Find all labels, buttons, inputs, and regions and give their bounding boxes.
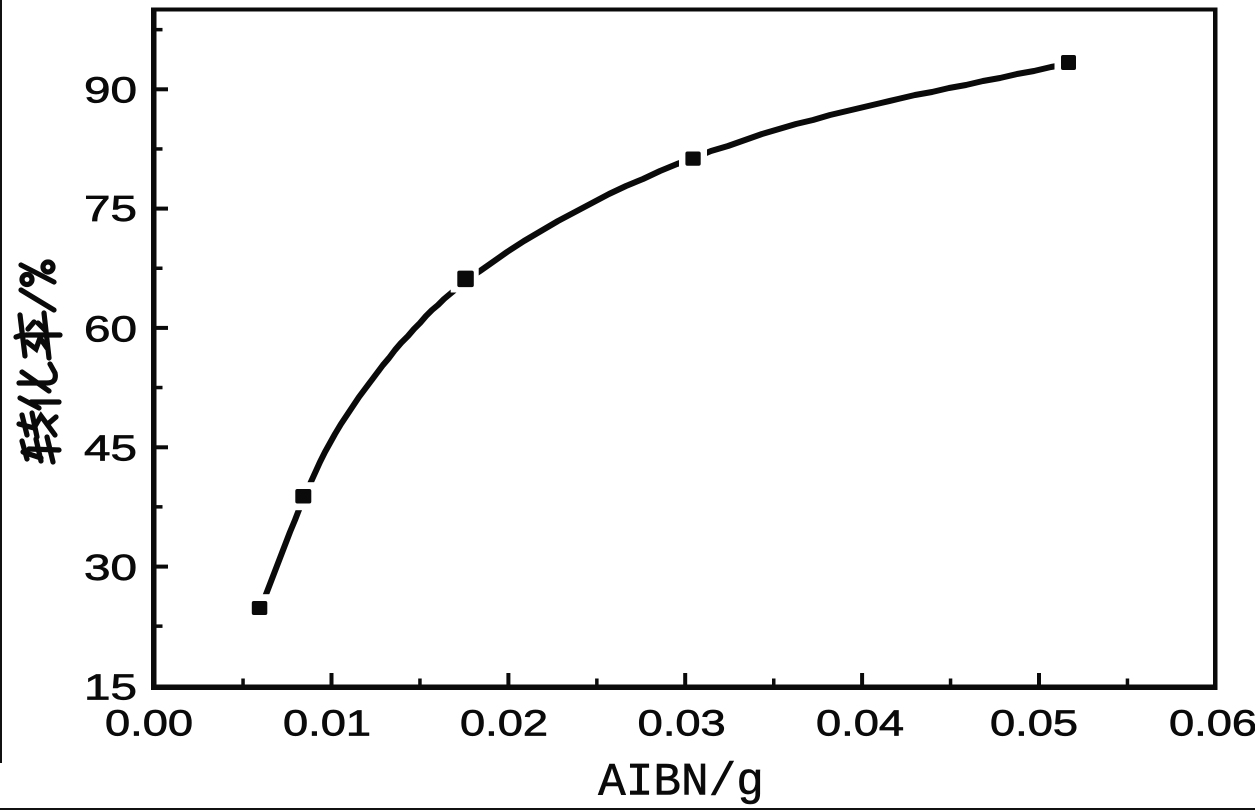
svg-text:0.00: 0.00 (105, 703, 193, 744)
svg-text:0.04: 0.04 (816, 703, 904, 744)
svg-text:0.05: 0.05 (990, 703, 1078, 744)
svg-text:60: 60 (84, 308, 137, 349)
svg-text:0.01: 0.01 (283, 703, 371, 744)
svg-text:0.06: 0.06 (1169, 703, 1255, 744)
svg-text:30: 30 (84, 547, 137, 588)
svg-text:0.03: 0.03 (638, 703, 726, 744)
svg-text:45: 45 (84, 428, 137, 469)
svg-text:15: 15 (84, 666, 137, 707)
svg-text:AIBN/g: AIBN/g (598, 757, 764, 809)
svg-text:0.02: 0.02 (460, 703, 548, 744)
svg-text:75: 75 (84, 188, 137, 229)
svg-text:90: 90 (84, 70, 137, 111)
